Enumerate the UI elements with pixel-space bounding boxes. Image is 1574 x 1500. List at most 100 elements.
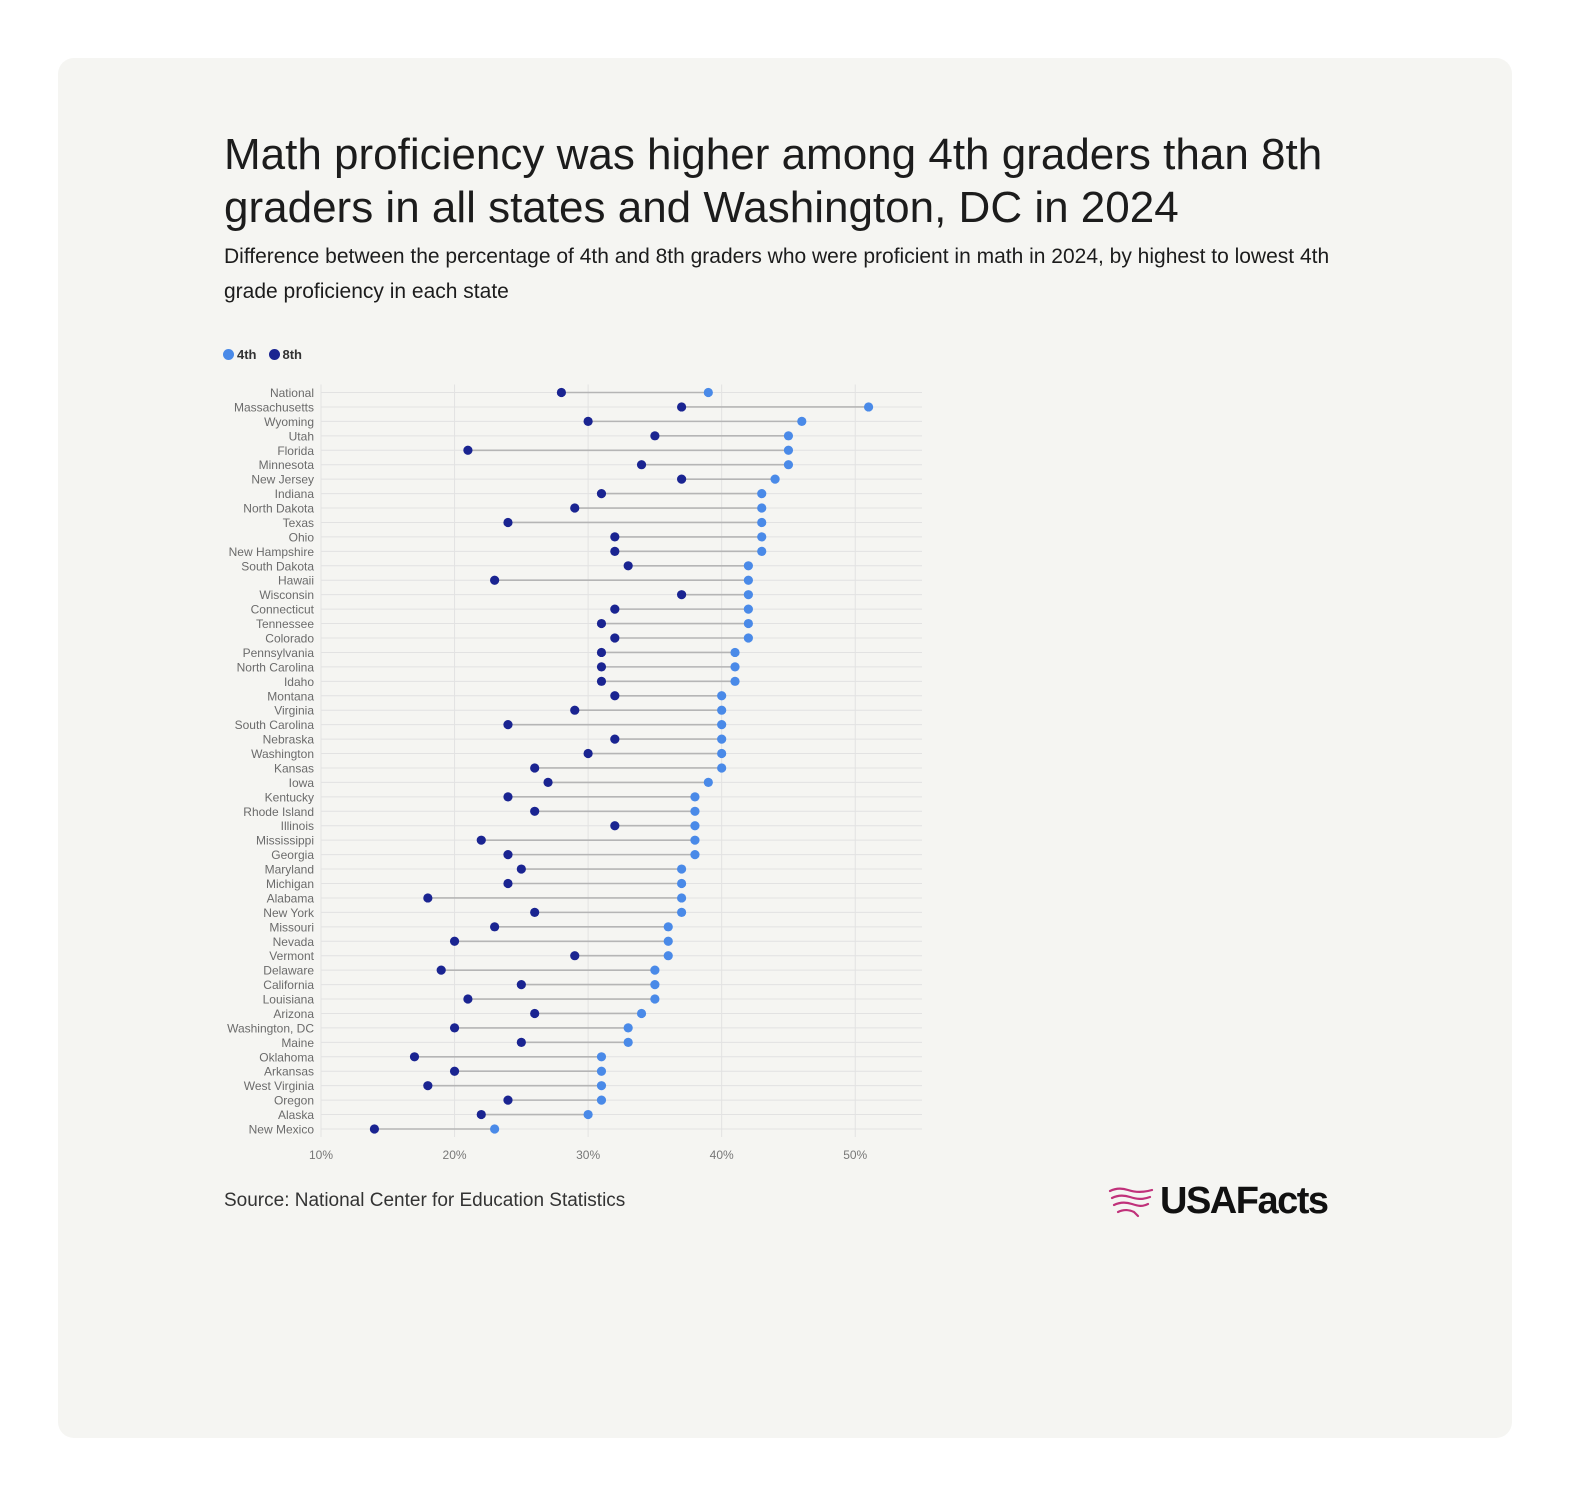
- state-label: Washington: [251, 747, 314, 761]
- state-label: Arizona: [273, 1007, 314, 1021]
- point-4th: [757, 488, 767, 499]
- point-8th: [610, 821, 620, 831]
- point-4th: [650, 994, 660, 1004]
- chart-title: Math proficiency was higher among 4th gr…: [224, 130, 1323, 232]
- state-label: Massachusetts: [234, 400, 314, 414]
- point-4th: [703, 777, 713, 788]
- state-label: Utah: [289, 429, 314, 443]
- point-8th: [596, 618, 607, 629]
- state-label: Michigan: [266, 877, 314, 891]
- state-label: Oregon: [274, 1094, 314, 1108]
- state-label: Colorado: [265, 632, 314, 646]
- state-label: Wyoming: [264, 415, 314, 429]
- state-label: Texas: [283, 516, 314, 530]
- point-4th: [717, 705, 727, 715]
- point-4th: [743, 618, 753, 629]
- chart-subtitle: Difference between the percentage of 4th…: [224, 245, 1330, 303]
- point-4th: [717, 734, 727, 744]
- point-8th: [503, 878, 513, 889]
- point-4th: [863, 402, 874, 412]
- state-label: South Carolina: [235, 718, 315, 732]
- point-4th: [690, 792, 700, 802]
- point-8th: [543, 777, 553, 788]
- point-4th: [596, 1052, 607, 1062]
- state-label: New Mexico: [249, 1123, 315, 1137]
- state-label: Wisconsin: [259, 588, 314, 602]
- point-4th: [797, 416, 807, 426]
- state-label: Connecticut: [251, 603, 315, 617]
- x-tick-label: 20%: [443, 1148, 467, 1162]
- point-8th: [650, 431, 660, 441]
- legend: 4th 8th: [223, 347, 302, 362]
- point-8th: [423, 893, 433, 903]
- point-8th: [436, 965, 446, 975]
- point-8th: [610, 532, 620, 542]
- point-8th: [677, 402, 687, 412]
- point-8th: [369, 1124, 380, 1134]
- point-8th: [623, 561, 633, 571]
- state-label: Minnesota: [259, 458, 315, 472]
- state-label: Washington, DC: [227, 1021, 314, 1035]
- point-4th: [717, 720, 727, 730]
- point-4th: [690, 835, 700, 845]
- point-8th: [449, 1066, 460, 1076]
- point-4th: [757, 517, 767, 528]
- state-label: North Carolina: [237, 660, 315, 674]
- chart-card: [58, 58, 1512, 1438]
- point-4th: [770, 474, 780, 484]
- point-8th: [596, 676, 607, 686]
- state-label: New Jersey: [251, 473, 314, 487]
- point-8th: [476, 835, 486, 845]
- state-label: Arkansas: [264, 1065, 314, 1079]
- state-label: Rhode Island: [243, 805, 314, 819]
- point-8th: [610, 734, 620, 744]
- state-label: Louisiana: [263, 993, 315, 1007]
- state-label: Alabama: [267, 891, 315, 905]
- point-4th: [677, 907, 687, 917]
- point-8th: [583, 416, 593, 426]
- point-4th: [730, 676, 740, 686]
- point-4th: [583, 1109, 593, 1120]
- logo-wordmark: USAFacts: [1160, 1180, 1329, 1222]
- point-4th: [596, 1066, 607, 1076]
- point-8th: [570, 951, 580, 961]
- point-8th: [503, 1095, 513, 1105]
- legend-swatch-4th: [223, 349, 234, 360]
- point-4th: [757, 532, 767, 542]
- point-8th: [423, 1081, 433, 1091]
- point-4th: [730, 647, 740, 658]
- point-8th: [503, 792, 513, 802]
- point-8th: [610, 546, 620, 556]
- point-4th: [663, 922, 673, 932]
- state-label: Kansas: [274, 761, 314, 775]
- source-note: Source: National Center for Education St…: [224, 1190, 626, 1211]
- state-label: Kentucky: [265, 790, 314, 804]
- point-8th: [570, 503, 580, 513]
- point-4th: [757, 546, 767, 556]
- point-4th: [596, 1095, 607, 1105]
- point-8th: [636, 460, 647, 470]
- point-8th: [596, 647, 607, 658]
- point-4th: [677, 878, 687, 889]
- state-label: Alaska: [278, 1108, 314, 1122]
- point-8th: [530, 763, 540, 773]
- state-label: South Dakota: [241, 559, 314, 573]
- point-4th: [743, 604, 753, 614]
- point-8th: [516, 979, 526, 990]
- state-label: Hawaii: [278, 574, 314, 588]
- point-4th: [623, 1037, 633, 1047]
- point-4th: [730, 662, 740, 672]
- state-label: New Hampshire: [229, 545, 315, 559]
- state-label: Tennessee: [256, 617, 314, 631]
- x-tick-label: 40%: [710, 1148, 734, 1162]
- legend-label-8th: 8th: [282, 347, 303, 362]
- point-8th: [449, 936, 460, 946]
- state-label: Illinois: [281, 819, 314, 833]
- point-8th: [516, 864, 526, 874]
- legend-label-4th: 4th: [237, 347, 257, 362]
- x-tick-label: 30%: [576, 1148, 600, 1162]
- point-4th: [623, 1023, 633, 1033]
- point-4th: [743, 561, 753, 571]
- point-4th: [783, 445, 794, 455]
